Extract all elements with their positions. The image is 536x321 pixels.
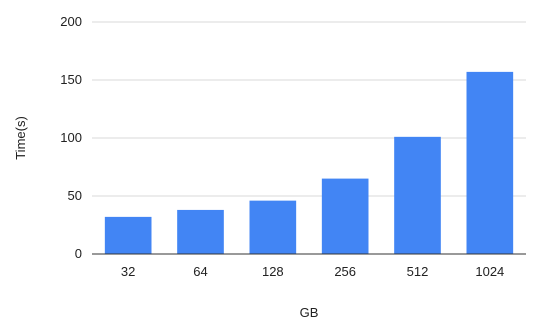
x-tick-label: 128 bbox=[262, 264, 284, 279]
x-tick-label: 256 bbox=[334, 264, 356, 279]
bar-64 bbox=[177, 209, 224, 254]
bar-512 bbox=[394, 136, 441, 254]
x-tick-label: 1024 bbox=[475, 264, 504, 279]
x-tick-label: 512 bbox=[407, 264, 429, 279]
y-tick-label: 100 bbox=[60, 130, 82, 145]
y-tick-label: 150 bbox=[60, 72, 82, 87]
bars bbox=[104, 71, 514, 254]
y-tick-label: 50 bbox=[68, 188, 82, 203]
x-axis-ticks: 32 64 128 256 512 1024 bbox=[121, 264, 504, 279]
y-tick-label: 200 bbox=[60, 14, 82, 29]
y-tick-label: 0 bbox=[75, 246, 82, 261]
x-tick-label: 32 bbox=[121, 264, 135, 279]
y-axis-ticks: 0 50 100 150 200 bbox=[60, 14, 82, 261]
bar-128 bbox=[249, 200, 297, 254]
x-axis-title: GB bbox=[300, 305, 319, 320]
x-tick-label: 64 bbox=[193, 264, 207, 279]
gridlines bbox=[92, 21, 526, 197]
bar-32 bbox=[104, 216, 152, 254]
bar-256 bbox=[321, 178, 369, 254]
bar-1024 bbox=[466, 71, 514, 254]
y-axis-title: Time(s) bbox=[13, 116, 28, 160]
